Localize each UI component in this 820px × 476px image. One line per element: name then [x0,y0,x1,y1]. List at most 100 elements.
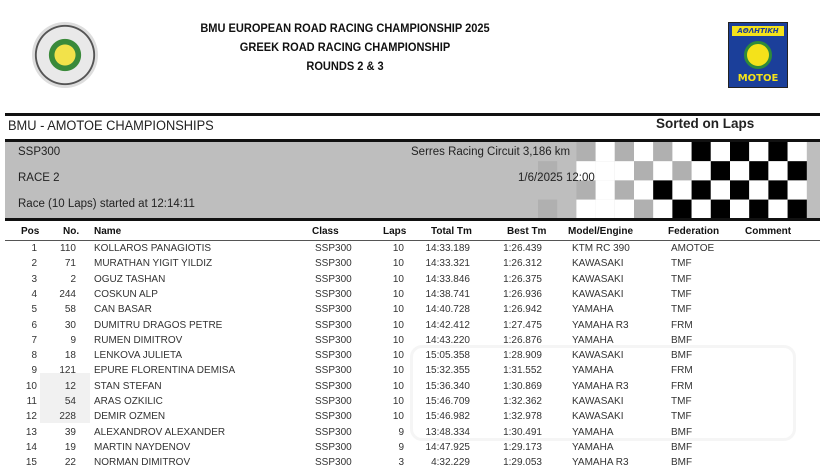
cell-total-time: 15:32.355 [425,365,471,377]
cell-laps: 10 [392,334,404,346]
cell-best-time: 1:26.876 [503,334,542,346]
flag-square [576,199,596,218]
cell-federation: TMF [671,304,692,316]
flag-square [538,199,558,218]
cell-best-time: 1:32.362 [503,396,542,407]
cell-total-time: 13:48.334 [425,426,471,438]
cell-number: 30 [64,319,76,331]
cell-federation: BMF [671,426,693,438]
flag-square [787,161,807,181]
cell-laps: 10 [392,319,404,331]
cell-laps: 10 [392,243,404,254]
cell-total-time: 15:36.340 [425,380,471,392]
cell-federation: FRM [671,365,693,377]
flag-square [787,142,807,162]
cell-total-time: 15:05.358 [425,350,471,362]
cell-class: SSP300 [315,411,352,423]
cell-model-engine: YAMAHA [572,334,614,346]
cell-laps: 10 [392,396,404,407]
cell-number: 22 [64,457,76,469]
flag-square [749,161,769,181]
cell-model-engine: YAMAHA R3 [572,319,629,331]
cell-laps: 10 [392,273,404,285]
flag-square [576,161,596,181]
cell-model-engine: KAWASAKI [572,288,624,300]
cell-laps: 10 [392,350,404,362]
cell-number: 9 [70,334,76,346]
flag-square [672,142,692,162]
cell-class: SSP300 [315,288,352,300]
cell-name: MURATHAN YIGIT YILDIZ [94,258,213,270]
flag-square [614,161,634,181]
column-header-model-engine: Model/Engine [568,226,633,237]
cell-best-time: 1:30.869 [503,380,542,392]
cell-model-engine: KAWASAKI [572,411,624,423]
cell-laps: 9 [398,441,404,453]
cell-federation: BMF [671,334,693,346]
flag-square [768,161,788,181]
flag-square [595,199,615,218]
cell-number: 18 [64,350,76,362]
cell-pos: 8 [31,350,37,362]
cell-number: 54 [64,396,76,407]
flag-square [710,199,730,218]
flag-square [768,142,788,162]
flag-square [614,199,634,218]
flag-square [710,180,730,200]
cell-federation: TMF [671,411,692,423]
cell-model-engine: YAMAHA [572,304,614,316]
divider [5,218,820,221]
flag-square [653,180,673,200]
race-circuit: Serres Racing Circuit 3,186 km [411,146,571,158]
column-header-class: Class [312,226,339,237]
flag-square [672,161,692,181]
cell-total-time: 14:40.728 [425,304,471,316]
cell-class: SSP300 [315,334,352,346]
flag-square [653,199,673,218]
cell-total-time: 15:46.709 [425,396,471,407]
flag-square [672,180,692,200]
cell-laps: 10 [392,304,404,316]
cell-laps: 10 [392,411,404,423]
cell-pos: 6 [31,319,37,331]
cell-laps: 10 [392,380,404,392]
flag-square [768,180,788,200]
cell-pos: 4 [31,288,37,300]
divider [5,113,820,116]
cell-name: KOLLAROS PANAGIOTIS [94,243,212,254]
cell-pos: 12 [25,411,37,423]
flag-square [730,142,750,162]
cell-best-time: 1:26.936 [503,288,542,300]
flag-square [691,199,711,218]
cell-number: 12 [64,380,76,392]
flag-square [576,180,596,200]
cell-pos: 5 [31,304,37,316]
flag-square [691,142,711,162]
cell-total-time: 4:32.229 [431,457,470,469]
sort-label: Sorted on Laps [656,116,755,131]
cell-name: NORMAN DIMITROV [94,457,191,469]
cell-laps: 10 [392,258,404,270]
cell-pos: 14 [25,441,37,453]
cell-class: SSP300 [315,396,352,407]
divider [5,139,820,142]
cell-laps: 10 [392,288,404,300]
flag-square [787,180,807,200]
cell-class: SSP300 [315,350,352,362]
flag-square [749,199,769,218]
cell-model-engine: YAMAHA R3 [572,380,629,392]
flag-square [653,142,673,162]
flag-square [730,161,750,181]
cell-total-time: 15:46.982 [425,411,471,423]
cell-laps: 3 [398,457,404,469]
cell-model-engine: KAWASAKI [572,258,624,270]
cell-class: SSP300 [315,380,352,392]
event-title: BMU EUROPEAN ROAD RACING CHAMPIONSHIP 20… [200,21,490,35]
flag-square [614,180,634,200]
flag-square [691,180,711,200]
cell-class: SSP300 [315,243,352,254]
cell-name: ALEXANDROV ALEXANDER [94,426,226,438]
flag-square [653,161,673,181]
flag-square [710,161,730,181]
cell-class: SSP300 [315,441,352,453]
